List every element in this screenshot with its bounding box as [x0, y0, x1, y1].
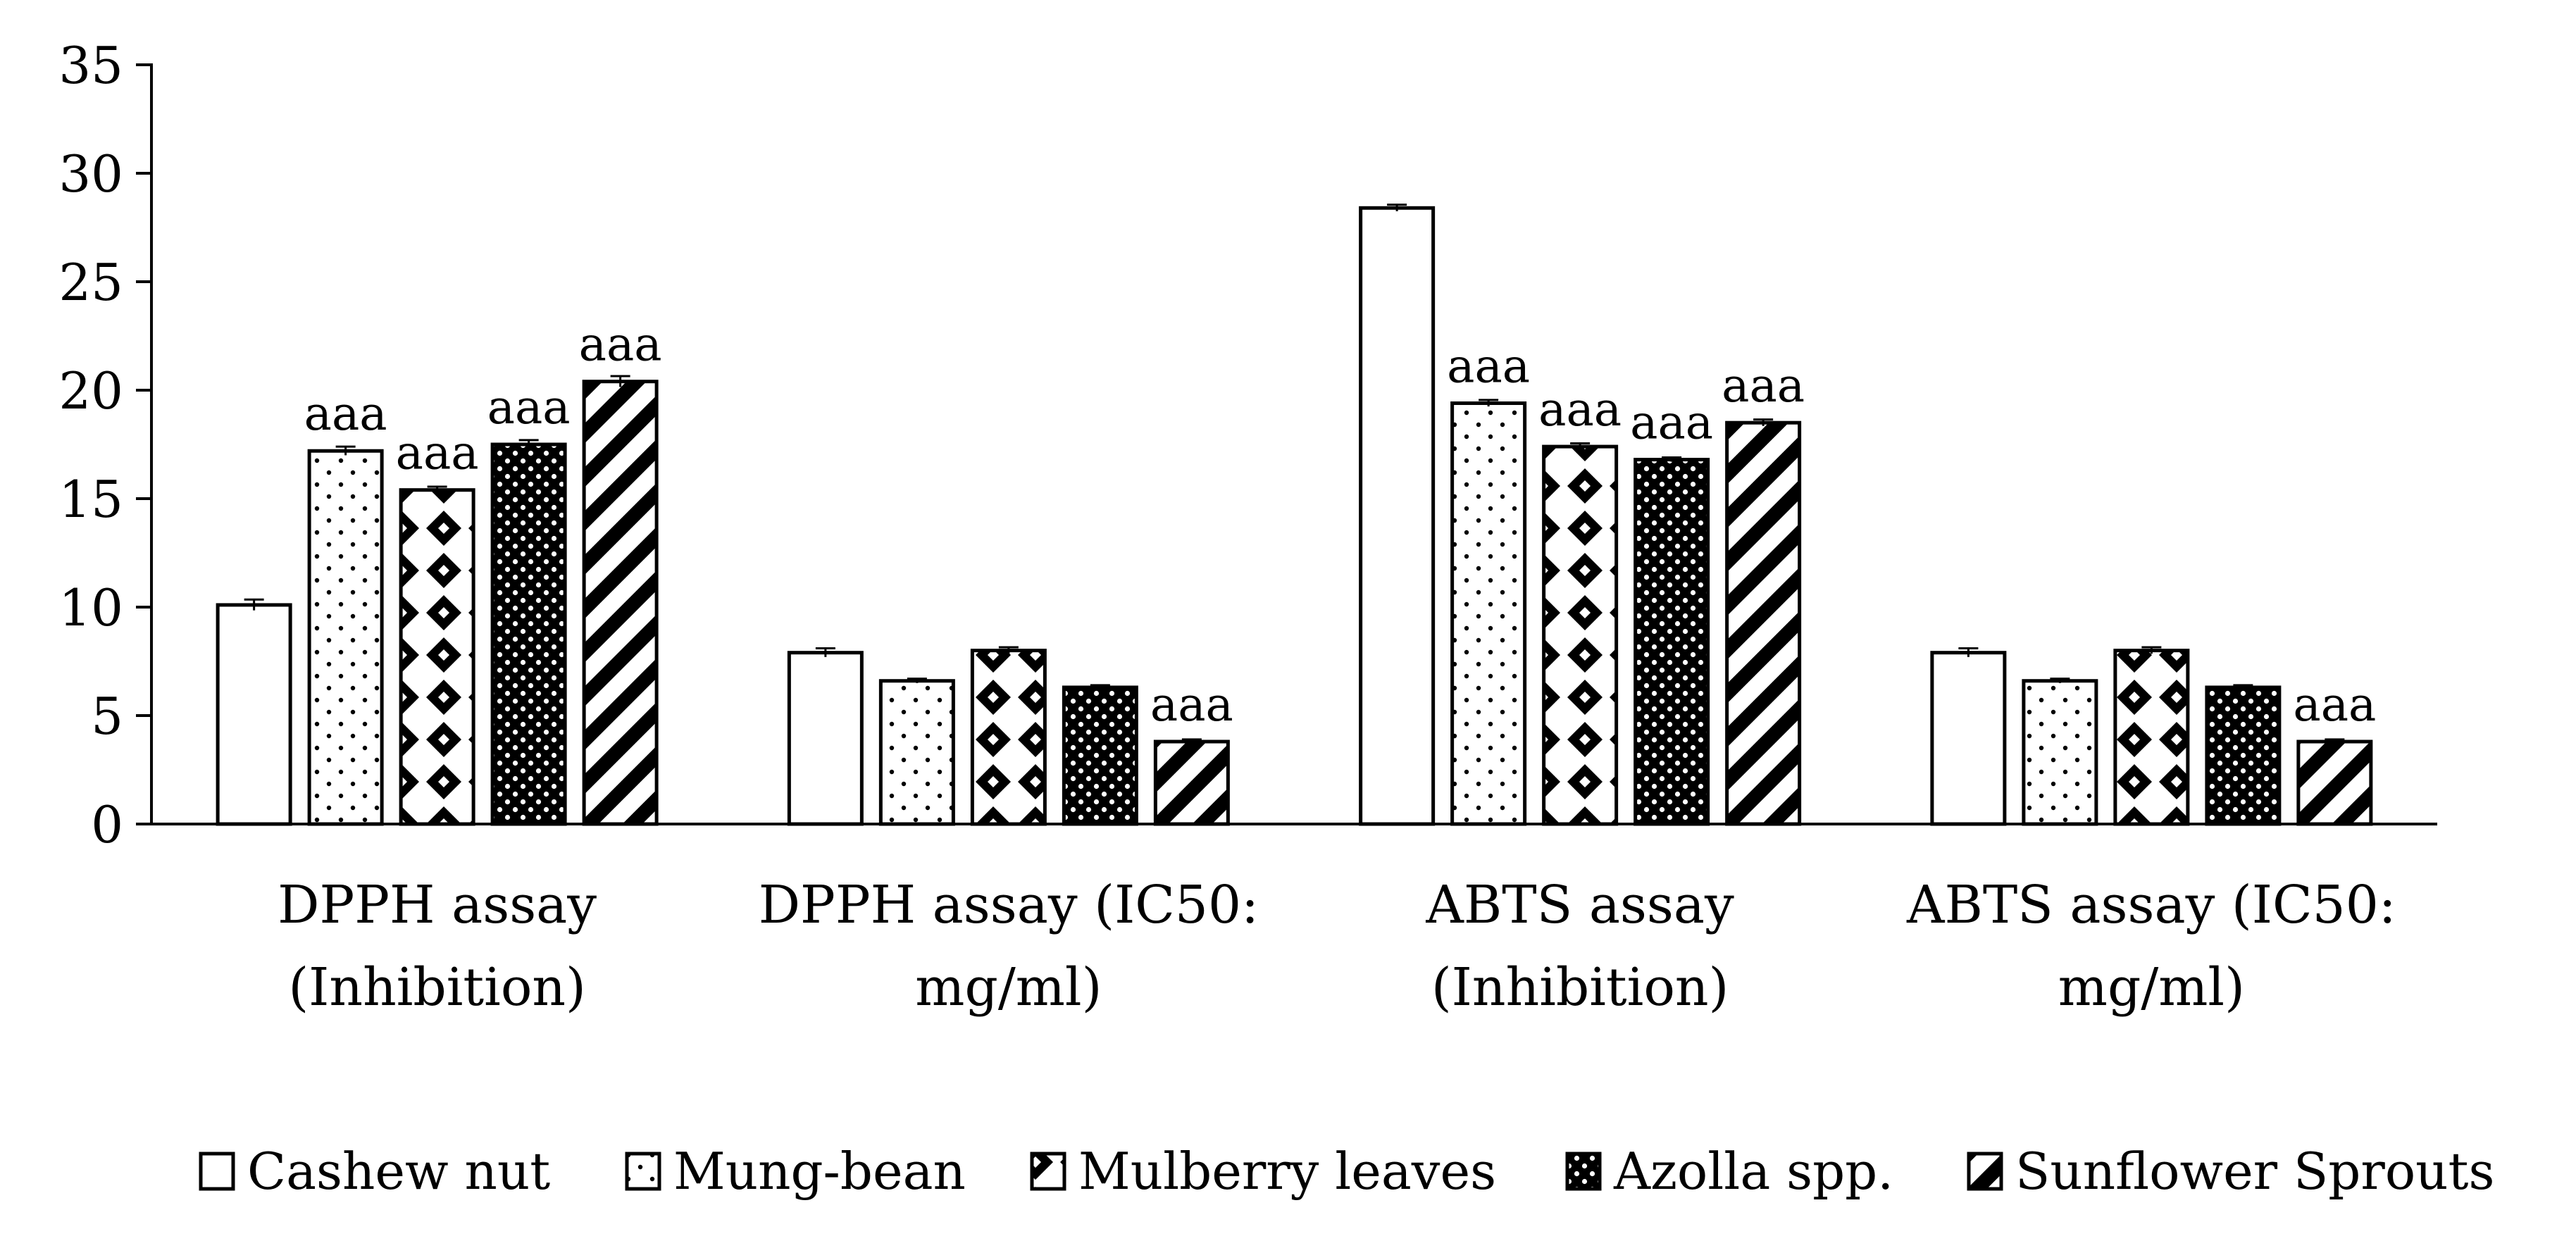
y-tick-label: 25	[58, 253, 123, 312]
bar	[1930, 651, 2007, 826]
legend: Cashew nut Mung-bean Mulberry leaves Azolla…	[199, 1142, 2494, 1201]
bar	[2022, 679, 2098, 826]
legend-label: Mulberry leaves	[1078, 1142, 1496, 1201]
legend-swatch	[1030, 1152, 1066, 1191]
y-tick-label: 15	[58, 470, 123, 529]
x-tick-label: mg/ml)	[2058, 957, 2245, 1018]
legend-label: Sunflower Sprouts	[2015, 1142, 2494, 1201]
legend-swatch	[1565, 1152, 1602, 1191]
bar	[2296, 740, 2373, 826]
bar	[582, 380, 659, 826]
bar	[970, 649, 1047, 826]
y-tick-label: 20	[58, 361, 123, 420]
bar	[1359, 206, 1436, 826]
bar	[2205, 685, 2282, 826]
bar	[1725, 420, 1802, 826]
bar	[878, 679, 955, 826]
legend-swatch	[1967, 1152, 2003, 1191]
x-tick-label: (Inhibition)	[288, 957, 586, 1018]
legend-label: Mung-bean	[673, 1142, 966, 1201]
bar	[1062, 685, 1138, 826]
significance-label: aaa	[579, 318, 662, 372]
significance-label: aaa	[304, 387, 387, 441]
significance-label: aaa	[1722, 358, 1805, 413]
x-tick-label: DPPH assay	[278, 875, 597, 935]
bar	[2113, 649, 2190, 826]
x-tick-label: (Inhibition)	[1431, 957, 1729, 1018]
bar	[307, 449, 384, 826]
legend-swatch	[625, 1152, 661, 1191]
x-tick-label: mg/ml)	[915, 957, 1102, 1018]
legend-swatch	[199, 1152, 235, 1191]
bar	[1450, 401, 1527, 826]
bar	[1542, 444, 1619, 826]
significance-label: aaa	[1150, 678, 1233, 732]
significance-label: aaa	[396, 426, 479, 480]
category-labels: DPPH assay (Inhibition) DPPH assay (IC50: m…	[278, 875, 2396, 1018]
significance-label: aaa	[2293, 678, 2376, 732]
bar	[399, 488, 475, 826]
bar	[1634, 458, 1710, 826]
x-tick-label: ABTS assay (IC50:	[1906, 875, 2396, 935]
y-tick-label: 35	[58, 36, 123, 95]
bar	[490, 442, 567, 826]
significance-label: aaa	[1447, 339, 1530, 393]
legend-label: Azolla spp.	[1613, 1142, 1893, 1201]
y-tick-label: 30	[58, 144, 123, 204]
legend-label: Cashew nut	[247, 1142, 550, 1201]
y-tick-label: 10	[58, 578, 123, 637]
significance-label: aaa	[1630, 396, 1713, 450]
significance-label: aaa	[1538, 382, 1622, 437]
x-tick-label: ABTS assay	[1425, 875, 1734, 935]
bar	[787, 651, 864, 826]
bar	[216, 603, 292, 826]
bar	[1153, 740, 1230, 826]
x-tick-label: DPPH assay (IC50:	[759, 875, 1259, 935]
y-tick-label: 5	[91, 687, 123, 746]
axes: 0 5 10 15 20 25 30 35	[58, 36, 2437, 854]
significance-label: aaa	[487, 380, 571, 435]
y-tick-label: 0	[91, 795, 123, 854]
